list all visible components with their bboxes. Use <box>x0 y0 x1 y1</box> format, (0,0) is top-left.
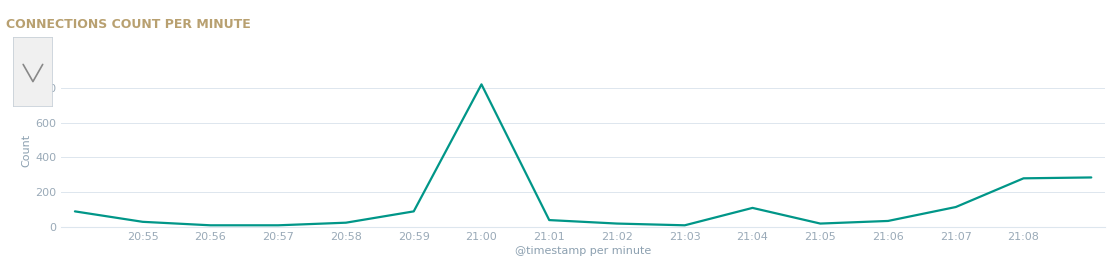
X-axis label: @timestamp per minute: @timestamp per minute <box>514 246 652 256</box>
Y-axis label: Count: Count <box>21 134 31 167</box>
Text: CONNECTIONS COUNT PER MINUTE: CONNECTIONS COUNT PER MINUTE <box>6 18 250 31</box>
